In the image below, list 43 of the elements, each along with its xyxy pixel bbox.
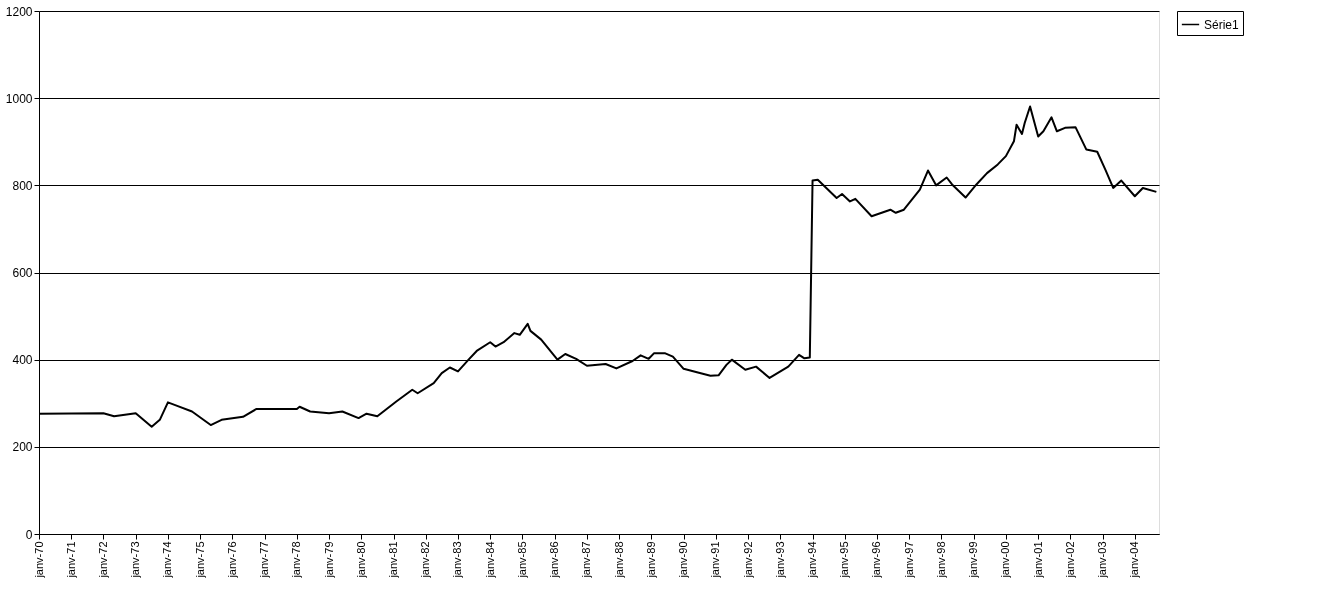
y-tick-label: 0 [25,527,33,542]
x-tick-label: janv-70 [32,541,45,579]
x-tick-label: janv-89 [644,541,657,579]
x-tick-label: janv-97 [902,541,915,579]
y-tick-label: 1000 [5,91,33,106]
x-tick-label: janv-73 [129,541,142,579]
x-tick-label: janv-72 [96,541,109,579]
x-tick-label: janv-81 [387,541,400,579]
y-tick-label: 800 [12,178,33,193]
x-tick-label: janv-02 [1063,541,1076,579]
y-tick-label: 400 [12,353,33,368]
x-tick-label: janv-91 [709,541,722,579]
x-tick-label: janv-82 [419,541,432,579]
x-tick-label: janv-80 [354,541,367,579]
x-tick-label: janv-84 [483,541,496,579]
x-tick-label: janv-75 [193,541,206,579]
x-tick-label: janv-78 [290,541,303,579]
x-tick-label: janv-96 [870,541,883,579]
x-tick-label: janv-03 [1096,541,1109,579]
x-tick-label: janv-74 [161,541,174,579]
y-tick-label: 200 [12,440,33,455]
x-tick-label: janv-77 [258,541,271,579]
x-tick-label: janv-01 [1031,541,1044,579]
x-tick-label: janv-86 [548,541,561,579]
x-tick-label: janv-85 [515,541,528,579]
x-tick-label: janv-71 [64,541,77,579]
x-tick-label: janv-83 [451,541,464,579]
x-tick-label: janv-93 [773,541,786,579]
x-tick-label: janv-92 [741,541,754,579]
x-tick-label: janv-95 [838,541,851,579]
x-tick-label: janv-90 [677,541,690,579]
x-tick-label: janv-94 [806,541,819,579]
x-tick-label: janv-04 [1128,541,1141,579]
x-tick-label: janv-79 [322,541,335,579]
x-tick-label: janv-76 [225,541,238,579]
x-tick-label: janv-87 [580,541,593,579]
x-tick-label: janv-98 [934,541,947,579]
legend-label: Série1 [1204,17,1240,32]
y-tick-label: 600 [12,266,33,280]
y-tick-label: 1200 [5,4,33,19]
x-tick-label: janv-00 [999,541,1012,579]
x-tick-label: janv-99 [967,541,980,579]
x-tick-label: janv-88 [612,541,625,579]
